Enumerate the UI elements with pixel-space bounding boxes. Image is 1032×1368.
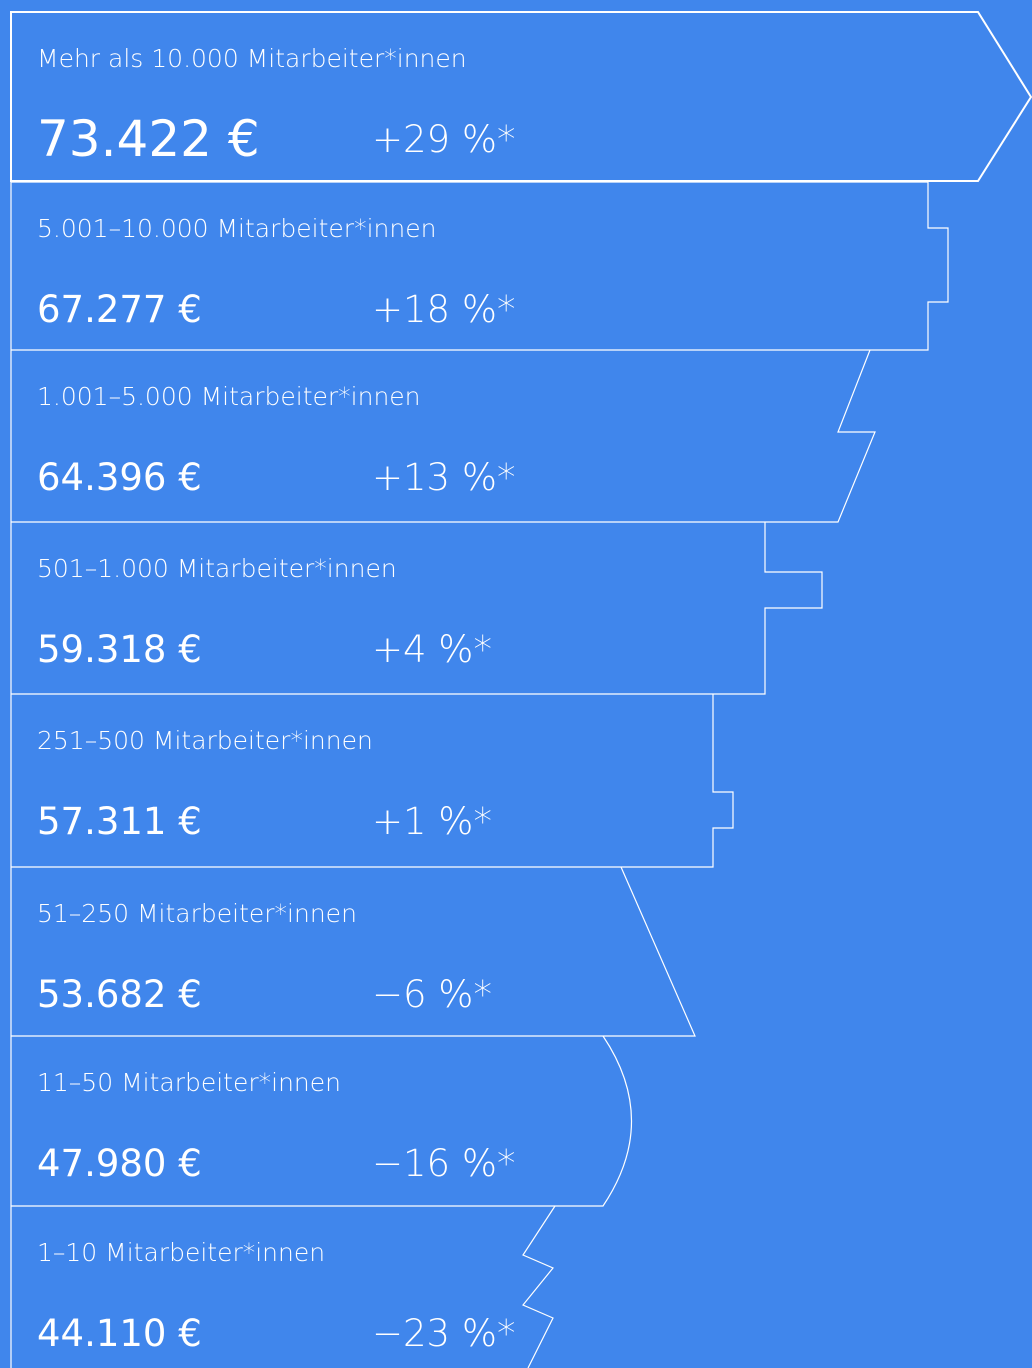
row-value: 47.980 € (37, 1142, 202, 1185)
row-change: −16 %* (372, 1142, 516, 1185)
row-label: Mehr als 10.000 Mitarbeiter*innen (37, 44, 467, 73)
row-value: 64.396 € (37, 456, 202, 499)
row-change: −23 %* (372, 1312, 516, 1355)
row-shape (10, 11, 1032, 182)
row-change: +4 %* (372, 628, 492, 671)
row-change: +1 %* (372, 800, 492, 843)
row-value: 59.318 € (37, 628, 202, 671)
row-label: 251–500 Mitarbeiter*innen (37, 726, 373, 755)
row-label: 5.001–10.000 Mitarbeiter*innen (37, 214, 436, 243)
row-value: 67.277 € (37, 288, 202, 331)
row-change: +13 %* (372, 456, 516, 499)
row-shape (11, 522, 823, 695)
row-label: 11–50 Mitarbeiter*innen (37, 1068, 341, 1097)
row-label: 1.001–5.000 Mitarbeiter*innen (37, 382, 421, 411)
row-shape (11, 349, 876, 523)
row-shape (11, 694, 734, 868)
row-label: 1–10 Mitarbeiter*innen (37, 1238, 325, 1267)
row-value: 44.110 € (37, 1312, 202, 1355)
row-change: −6 %* (372, 973, 492, 1016)
row-value: 57.311 € (37, 800, 202, 843)
row-label: 51–250 Mitarbeiter*innen (37, 899, 357, 928)
row-shape (11, 1035, 633, 1207)
row-shape (11, 181, 949, 351)
row-change: +18 %* (372, 288, 516, 331)
row-shape (522, 1205, 556, 1368)
row-value: 53.682 € (37, 973, 202, 1016)
row-label: 501–1.000 Mitarbeiter*innen (37, 554, 397, 583)
row-value: 73.422 € (37, 110, 260, 168)
row-change: +29 %* (372, 118, 516, 161)
row-shape (11, 866, 696, 1037)
